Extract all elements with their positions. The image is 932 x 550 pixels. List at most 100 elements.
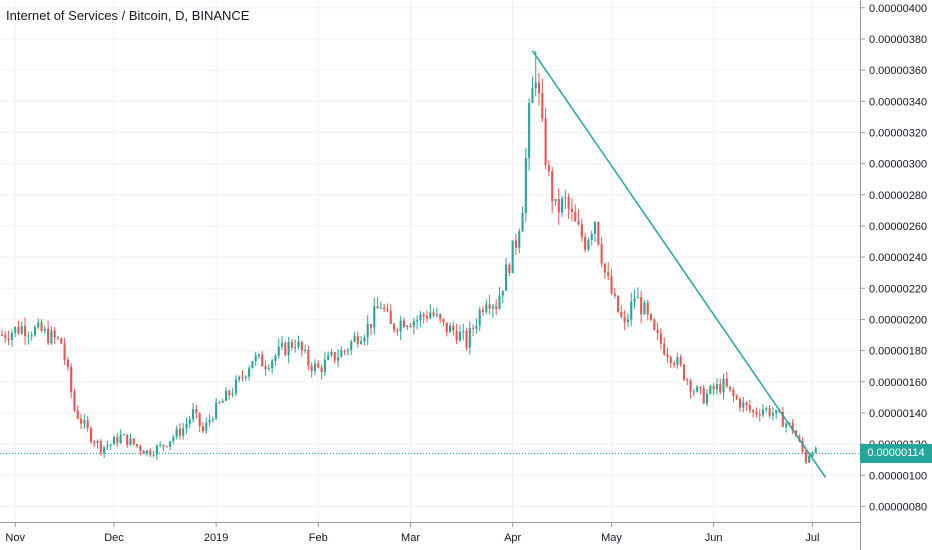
candle-body: [567, 197, 570, 209]
candle-body: [633, 298, 636, 302]
candle-body: [712, 386, 715, 390]
y-tick-label: 0.00000340: [869, 96, 927, 108]
y-tick-label: 0.00000260: [869, 221, 927, 233]
candle-body: [620, 311, 623, 317]
candle-body: [636, 297, 639, 299]
candle-body: [274, 355, 277, 361]
candle-body: [765, 408, 768, 410]
candle-body: [290, 342, 293, 348]
y-tick-label: 0.00000200: [869, 314, 927, 326]
candle-body: [561, 198, 564, 213]
candle-body: [577, 221, 580, 225]
x-tick-label: Feb: [309, 532, 328, 544]
candle-body: [679, 357, 682, 365]
candle-body: [705, 393, 709, 404]
candle-body: [195, 409, 198, 413]
candle-body: [732, 389, 735, 397]
candle-body: [27, 335, 30, 337]
candle-body: [402, 320, 405, 328]
candle-body: [432, 312, 435, 316]
candle-body: [544, 118, 547, 166]
candle-body: [663, 343, 666, 355]
y-tick-label: 0.00000400: [869, 3, 927, 15]
candle-body: [63, 343, 66, 360]
candle-body: [96, 440, 99, 444]
candle-body: [53, 330, 56, 338]
candle-body: [192, 409, 195, 420]
candle-body: [343, 350, 346, 352]
candle-body: [168, 441, 172, 447]
candle-body: [320, 367, 323, 373]
candle-body: [587, 239, 590, 250]
candle-body: [56, 337, 60, 339]
candle-body: [172, 437, 175, 442]
candle-body: [165, 446, 168, 448]
candle-body: [379, 307, 382, 309]
candle-body: [24, 326, 27, 337]
candle-body: [442, 319, 445, 323]
candle-body: [136, 444, 139, 447]
candle-body: [248, 368, 251, 377]
candle-body: [340, 350, 343, 358]
candle-body: [518, 231, 521, 248]
candle-body: [508, 264, 511, 273]
candle-body: [646, 302, 649, 315]
candle-body: [761, 409, 765, 416]
candle-body: [696, 386, 699, 392]
candle-body: [669, 357, 672, 363]
candle-body: [267, 368, 270, 370]
y-tick-label: 0.00000240: [869, 252, 927, 264]
candle-body: [748, 405, 751, 411]
candle-body: [386, 309, 389, 312]
candle-body: [47, 328, 50, 343]
candle-body: [429, 312, 432, 319]
candle-body: [785, 423, 788, 427]
candle-body: [17, 326, 20, 334]
candle-body: [425, 316, 429, 319]
candle-body: [280, 343, 284, 347]
candle-body: [89, 428, 93, 442]
candle-body: [511, 240, 514, 273]
candle-body: [481, 309, 485, 312]
candle-body: [185, 423, 188, 429]
candle-body: [393, 323, 396, 330]
candle-body: [159, 444, 162, 446]
candle-body: [244, 376, 247, 378]
candle-body: [626, 319, 630, 322]
candle-body: [112, 436, 116, 445]
candle-body: [472, 327, 475, 329]
candle-body: [791, 422, 794, 432]
candle-body: [66, 359, 69, 367]
candle-body: [37, 322, 40, 328]
candle-body: [30, 335, 33, 337]
candle-body: [659, 333, 662, 344]
candle-body: [0, 335, 4, 337]
candle-body: [603, 263, 606, 273]
candle-body: [376, 306, 379, 309]
candle-body: [300, 341, 303, 351]
candle-body: [297, 341, 300, 348]
candle-body: [475, 325, 478, 329]
candle-body: [607, 272, 610, 276]
candle-body: [692, 391, 695, 393]
candle-body: [814, 448, 817, 453]
candle-body: [449, 325, 452, 333]
candle-body: [505, 264, 508, 291]
candle-body: [323, 359, 326, 373]
candle-body: [495, 306, 498, 309]
candle-body: [580, 224, 583, 238]
candle-body: [175, 428, 178, 438]
x-tick-label: Dec: [104, 532, 124, 544]
candle-body: [528, 103, 531, 158]
candle-body: [656, 329, 659, 334]
candle-body: [106, 445, 109, 447]
candle-body: [109, 444, 112, 446]
candle-body: [86, 420, 89, 429]
candle-body: [788, 422, 791, 424]
candle-body: [409, 326, 412, 328]
candle-body: [224, 390, 228, 401]
candle-body: [211, 418, 214, 420]
candle-body: [758, 414, 761, 416]
